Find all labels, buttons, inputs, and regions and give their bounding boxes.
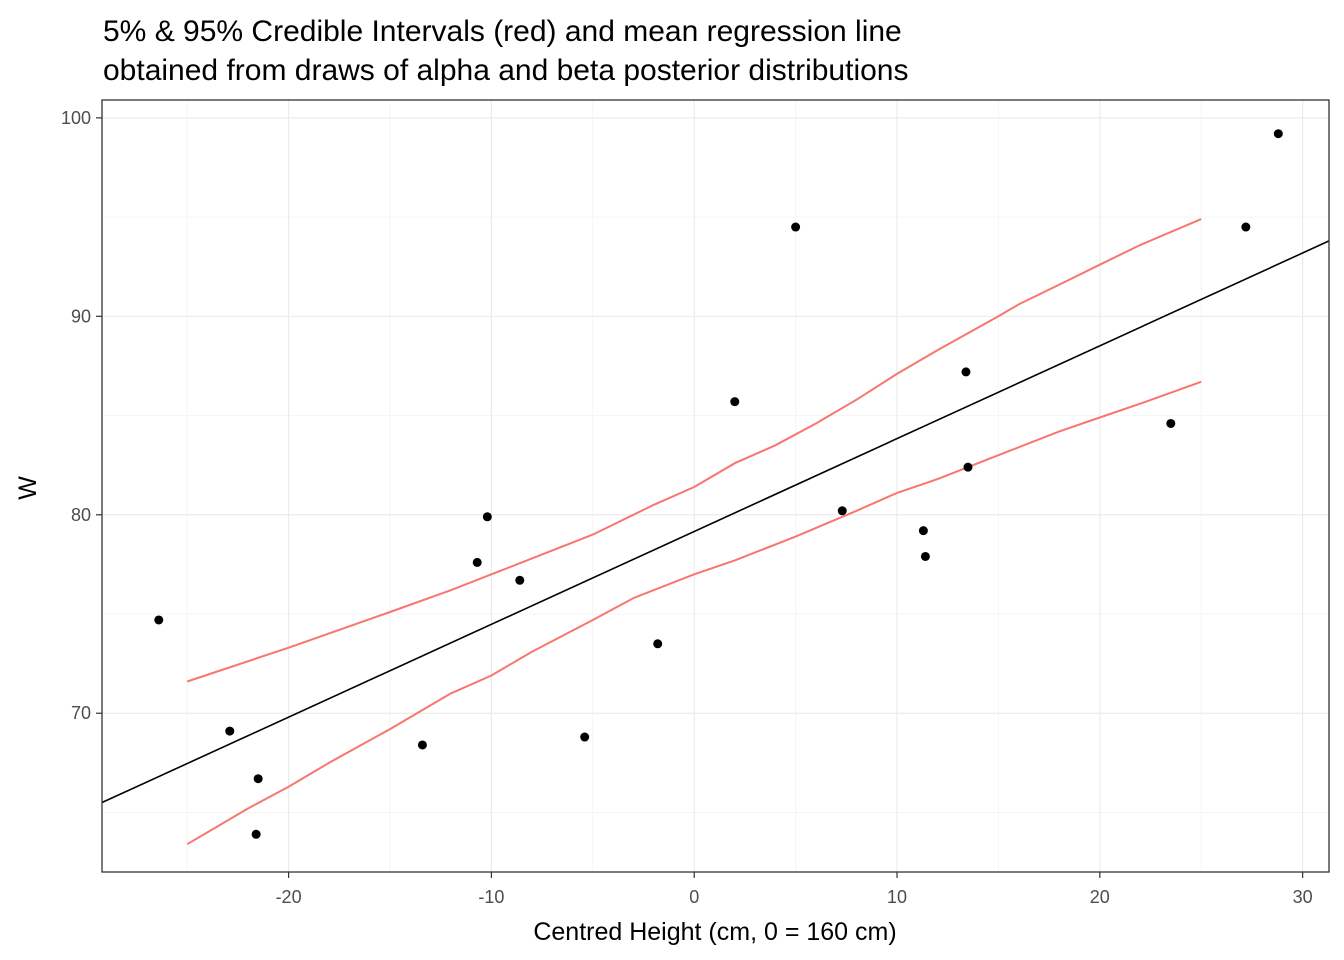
data-point <box>730 397 740 407</box>
credible-intervals <box>186 218 1202 846</box>
data-point <box>515 575 525 585</box>
x-tick-label: 10 <box>887 887 907 907</box>
data-point <box>961 367 971 377</box>
data-point <box>837 506 847 516</box>
data-point <box>417 740 427 750</box>
lower-interval-line <box>186 380 1202 846</box>
data-point <box>963 462 973 472</box>
data-point <box>154 615 164 625</box>
y-tick-label: 100 <box>61 108 91 128</box>
chart-title-line-2: obtained from draws of alpha and beta po… <box>103 54 908 87</box>
data-point <box>482 512 492 522</box>
data-point <box>251 829 261 839</box>
data-point <box>472 557 482 567</box>
y-tick-label: 70 <box>71 703 91 723</box>
x-tick-label: -10 <box>478 887 504 907</box>
chart-title: 5% & 95% Credible Intervals (red) and me… <box>103 15 908 87</box>
data-point <box>1273 129 1283 139</box>
upper-interval-line <box>186 218 1202 683</box>
data-points <box>154 129 1283 839</box>
data-point <box>920 551 930 561</box>
x-tick-label: 20 <box>1090 887 1110 907</box>
data-point <box>580 732 590 742</box>
mean-regression <box>101 240 1330 804</box>
data-point <box>791 222 801 232</box>
data-point <box>653 639 663 649</box>
y-axis-ticks: 70 80 90 100 <box>61 108 102 723</box>
data-point <box>253 774 263 784</box>
data-point <box>1166 418 1176 428</box>
data-point <box>225 726 235 736</box>
grid-minor <box>102 100 1329 872</box>
panel-border <box>101 99 1330 873</box>
chart-title-line-1: 5% & 95% Credible Intervals (red) and me… <box>103 15 902 48</box>
x-tick-label: 30 <box>1293 887 1313 907</box>
y-tick-label: 90 <box>71 306 91 326</box>
grid-major <box>102 100 1329 872</box>
data-point <box>1241 222 1251 232</box>
y-tick-label: 80 <box>71 505 91 525</box>
y-axis-title: W <box>14 476 42 500</box>
x-tick-label: 0 <box>689 887 699 907</box>
mean-regression-line <box>101 240 1330 804</box>
data-point <box>918 526 928 536</box>
x-axis-ticks: -20 -10 0 10 20 30 <box>276 872 1313 907</box>
x-axis-title: Centred Height (cm, 0 = 160 cm) <box>533 918 896 946</box>
x-tick-label: -20 <box>276 887 302 907</box>
